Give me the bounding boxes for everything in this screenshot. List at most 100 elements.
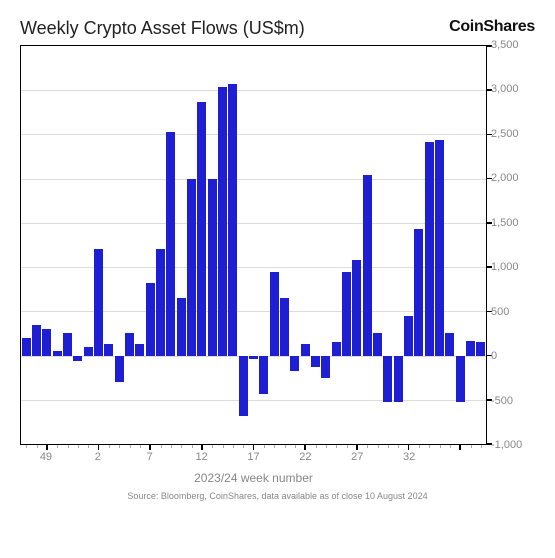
x-axis-labels: 49271217222732 <box>20 451 487 467</box>
x-minor-tick <box>316 445 317 448</box>
x-minor-tick <box>212 445 213 448</box>
y-tick-label: 3,000 <box>491 83 535 95</box>
x-tick <box>46 445 48 450</box>
bar <box>383 356 392 403</box>
x-minor-tick <box>388 445 389 448</box>
bar <box>404 316 413 356</box>
bar <box>270 272 279 356</box>
bar <box>104 344 113 355</box>
x-minor-tick <box>233 445 234 448</box>
x-minor-tick <box>295 445 296 448</box>
bar <box>373 333 382 355</box>
bar <box>476 342 485 355</box>
x-minor-tick <box>181 445 182 448</box>
bar <box>197 102 206 356</box>
x-minor-tick <box>57 445 58 448</box>
y-tick-label: 2,000 <box>491 172 535 184</box>
brand-logo: CoinShares <box>449 18 535 36</box>
x-tick <box>304 445 306 450</box>
bar <box>456 356 465 403</box>
bar <box>394 356 403 402</box>
plot-area: -1,000-50005001,0001,5002,0002,5003,0003… <box>20 45 535 485</box>
x-axis-title: 2023/24 week number <box>20 471 487 485</box>
x-tick-label: 32 <box>403 451 415 463</box>
x-minor-tick <box>68 445 69 448</box>
bar <box>363 175 372 355</box>
grid-line-h <box>21 223 486 224</box>
bar <box>22 338 31 356</box>
x-minor-tick <box>26 445 27 448</box>
bar <box>342 272 351 355</box>
y-axis-labels: -1,000-50005001,0001,5002,0002,5003,0003… <box>491 45 535 445</box>
bar <box>84 347 93 356</box>
x-tick <box>253 445 255 450</box>
bar <box>177 298 186 355</box>
x-tick <box>408 445 410 450</box>
bar <box>32 325 41 356</box>
grid-line-h <box>21 134 486 135</box>
x-tick <box>98 445 100 450</box>
x-minor-tick <box>192 445 193 448</box>
x-minor-tick <box>419 445 420 448</box>
x-tick-label: 12 <box>195 451 207 463</box>
x-minor-tick <box>161 445 162 448</box>
x-minor-tick <box>130 445 131 448</box>
bar <box>53 351 62 355</box>
x-minor-tick <box>398 445 399 448</box>
bar <box>352 260 361 356</box>
x-tick <box>149 445 151 450</box>
bar <box>311 356 320 367</box>
x-tick-label: 7 <box>147 451 153 463</box>
x-minor-tick <box>481 445 482 448</box>
bar <box>63 333 72 355</box>
bar <box>321 356 330 378</box>
bar <box>301 344 310 355</box>
x-minor-tick <box>243 445 244 448</box>
x-minor-tick <box>429 445 430 448</box>
bar <box>125 333 134 355</box>
x-minor-tick <box>450 445 451 448</box>
x-minor-tick <box>119 445 120 448</box>
bar <box>73 356 82 361</box>
x-minor-tick <box>88 445 89 448</box>
bar <box>94 249 103 355</box>
bar <box>187 179 196 356</box>
bar <box>115 356 124 383</box>
bar <box>425 142 434 356</box>
bar <box>259 356 268 394</box>
plot-inner <box>20 45 487 445</box>
y-tick-label: 500 <box>491 306 535 318</box>
x-minor-tick <box>367 445 368 448</box>
bar <box>146 283 155 356</box>
y-tick-label: -1,000 <box>491 439 535 451</box>
x-tick <box>201 445 203 450</box>
bar <box>445 333 454 355</box>
bar <box>208 179 217 356</box>
x-minor-tick <box>378 445 379 448</box>
x-minor-tick <box>140 445 141 448</box>
grid-line-h <box>21 90 486 91</box>
bar <box>466 341 475 356</box>
x-minor-tick <box>440 445 441 448</box>
x-tick <box>459 445 461 450</box>
bar <box>166 132 175 356</box>
y-tick-label: 1,000 <box>491 261 535 273</box>
y-tick-label: 0 <box>491 350 535 362</box>
chart-container: Weekly Crypto Asset Flows (US$m) CoinSha… <box>0 0 555 558</box>
x-minor-tick <box>109 445 110 448</box>
x-minor-tick <box>471 445 472 448</box>
bar <box>435 140 444 356</box>
bar <box>249 356 258 360</box>
x-minor-tick <box>223 445 224 448</box>
x-minor-tick <box>347 445 348 448</box>
x-minor-tick <box>171 445 172 448</box>
bar <box>280 298 289 355</box>
chart-header: Weekly Crypto Asset Flows (US$m) CoinSha… <box>20 18 535 39</box>
bar <box>290 356 299 372</box>
x-tick-label: 17 <box>247 451 259 463</box>
grid-line-h <box>21 179 486 180</box>
x-tick-label: 22 <box>299 451 311 463</box>
bar <box>135 344 144 355</box>
x-tick <box>356 445 358 450</box>
y-tick-label: 3,500 <box>491 39 535 51</box>
